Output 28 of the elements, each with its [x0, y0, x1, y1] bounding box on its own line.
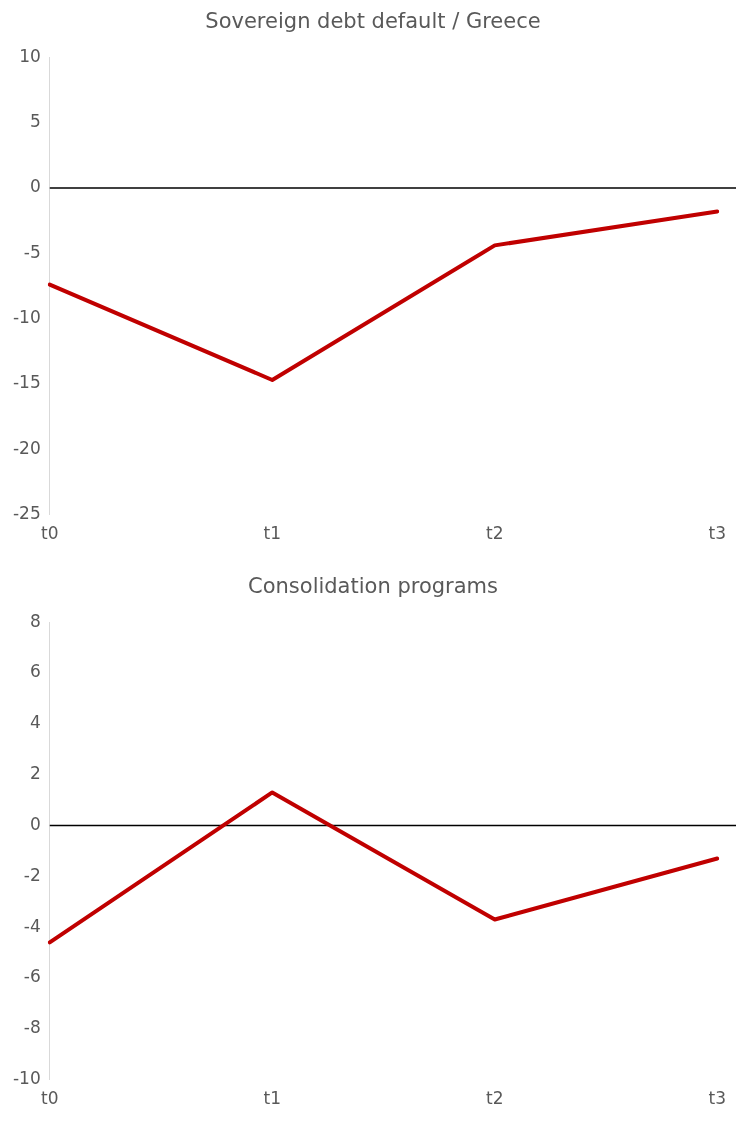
y-tick-label: -6: [23, 966, 41, 987]
x-tick-label: t1: [263, 523, 282, 544]
x-tick-label: t2: [486, 523, 504, 544]
x-tick-label: t3: [708, 1088, 726, 1109]
y-tick-label: -8: [23, 1017, 41, 1038]
x-tick-label: t1: [263, 1088, 282, 1109]
x-tick-label: t3: [708, 523, 726, 544]
y-tick-label: 10: [19, 45, 41, 66]
y-tick-label: -25: [12, 503, 41, 524]
y-tick-label: 0: [29, 813, 41, 834]
y-tick-label: -20: [12, 437, 41, 458]
y-tick-label: -5: [23, 241, 41, 262]
x-tick-label: t0: [41, 1088, 59, 1109]
y-tick-label: -10: [12, 1068, 41, 1089]
y-tick-label: 0: [29, 176, 41, 197]
y-tick-label: 6: [29, 661, 41, 682]
chart-title: Sovereign debt default / Greece: [205, 9, 541, 34]
y-tick-label: -4: [23, 915, 41, 936]
y-tick-label: 8: [29, 610, 41, 631]
y-tick-label: -15: [12, 372, 41, 393]
y-tick-label: 5: [29, 110, 41, 131]
chart-title: Consolidation programs: [248, 574, 498, 599]
x-tick-label: t0: [41, 523, 59, 544]
y-tick-label: -2: [23, 864, 41, 885]
y-tick-label: -10: [12, 306, 41, 327]
x-tick-label: t2: [486, 1088, 504, 1109]
y-tick-label: 2: [29, 763, 41, 784]
y-tick-label: 4: [29, 712, 41, 733]
